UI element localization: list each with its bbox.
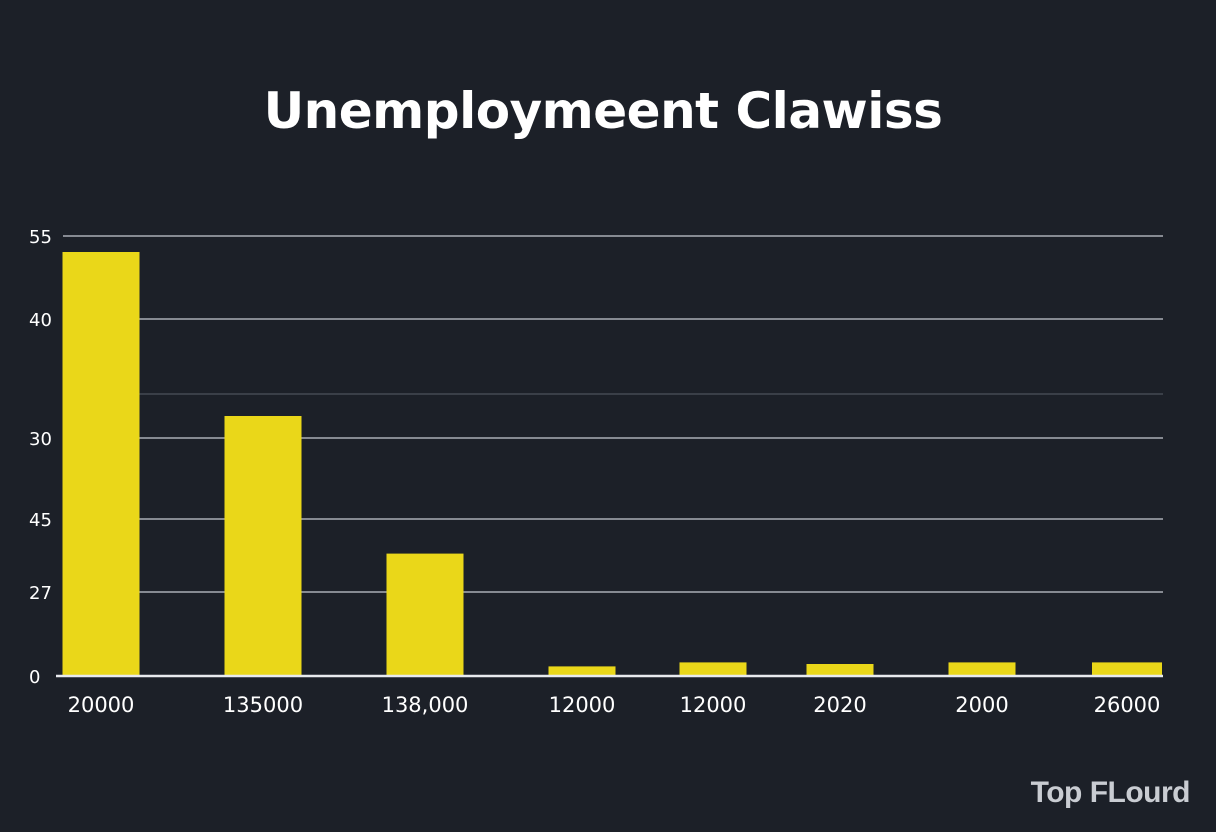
bar [806, 664, 874, 676]
bar [679, 662, 747, 676]
bar [62, 252, 140, 676]
watermark-logo: Top FLourd [1030, 776, 1191, 809]
y-tick-label: 30 [29, 429, 52, 450]
y-tick-label: 0 [29, 667, 40, 688]
x-tick-label: 12000 [680, 693, 747, 717]
chart-title: Unemploymeent Clawiss [263, 82, 943, 140]
y-tick-label: 40 [29, 310, 52, 331]
bar [1092, 662, 1162, 676]
bar [948, 662, 1016, 676]
x-tick-label: 138,000 [382, 693, 469, 717]
y-tick-label: 27 [29, 583, 52, 604]
x-tick-label: 20000 [68, 693, 135, 717]
bar [386, 553, 464, 676]
y-tick-label: 45 [29, 510, 52, 531]
bar [224, 416, 302, 676]
x-tick-label: 2020 [813, 693, 866, 717]
x-tick-label: 26000 [1094, 693, 1161, 717]
bar [548, 666, 616, 676]
x-tick-label: 2000 [955, 693, 1008, 717]
x-tick-label: 12000 [549, 693, 616, 717]
y-tick-label: 55 [29, 227, 52, 248]
x-tick-label: 135000 [223, 693, 303, 717]
